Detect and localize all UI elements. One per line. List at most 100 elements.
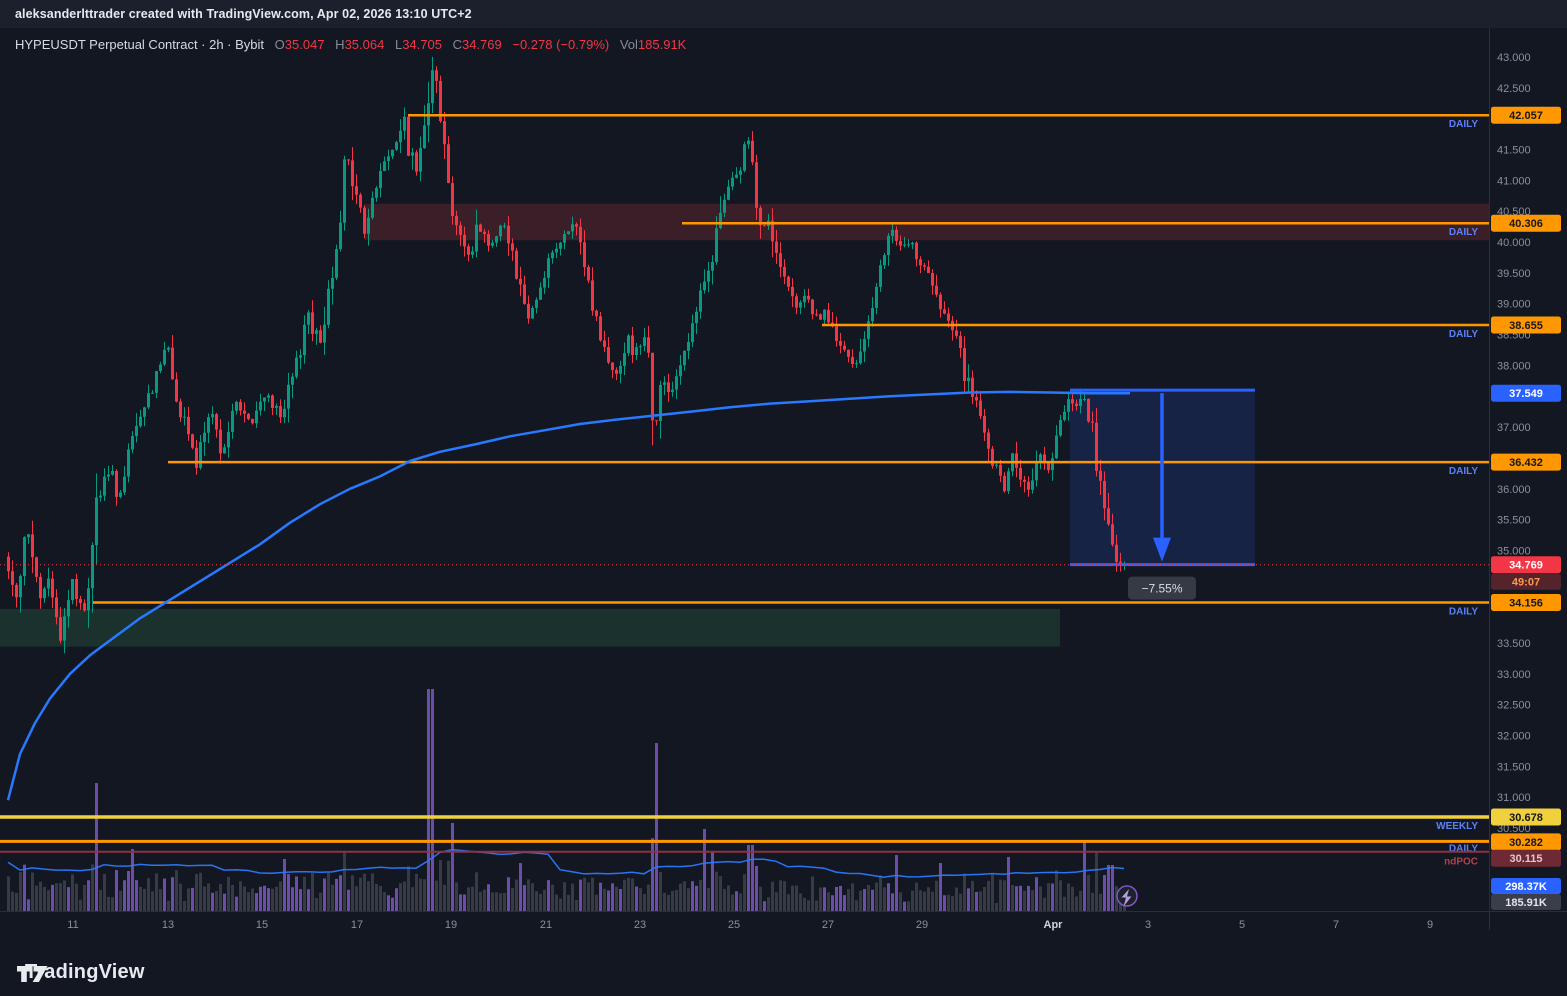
svg-text:21: 21 bbox=[540, 919, 552, 931]
svg-text:43.000: 43.000 bbox=[1497, 52, 1531, 64]
svg-text:19: 19 bbox=[445, 919, 457, 931]
svg-text:39.000: 39.000 bbox=[1497, 299, 1531, 311]
svg-text:33.500: 33.500 bbox=[1497, 638, 1531, 650]
close-label: C bbox=[452, 37, 462, 52]
svg-text:DAILY: DAILY bbox=[1449, 466, 1478, 477]
svg-text:38.655: 38.655 bbox=[1509, 320, 1543, 332]
svg-text:42.500: 42.500 bbox=[1497, 83, 1531, 95]
svg-text:30.115: 30.115 bbox=[1509, 853, 1542, 865]
zone-demand bbox=[0, 609, 1060, 647]
attribution-text: aleksanderlttrader created with TradingV… bbox=[15, 7, 472, 21]
svg-text:39.500: 39.500 bbox=[1497, 268, 1531, 280]
svg-text:30.282: 30.282 bbox=[1509, 837, 1543, 849]
svg-text:35.500: 35.500 bbox=[1497, 515, 1531, 527]
axis-badge-volume-ma: 298.37K bbox=[1491, 878, 1561, 894]
measurement-tool[interactable]: −7.55% bbox=[1070, 388, 1255, 600]
volume-bars bbox=[7, 689, 1126, 911]
svg-text:−7.55%: −7.55% bbox=[1141, 582, 1182, 596]
svg-text:Apr: Apr bbox=[1044, 919, 1064, 931]
svg-text:185.91K: 185.91K bbox=[1505, 897, 1547, 909]
svg-text:32.000: 32.000 bbox=[1497, 731, 1531, 743]
svg-text:23: 23 bbox=[634, 919, 646, 931]
time-axis[interactable]: 11 13 15 17 19 21 23 25 27 29 Apr 3 5 7 9 bbox=[67, 919, 1433, 931]
svg-text:34.156: 34.156 bbox=[1509, 598, 1543, 610]
svg-text:25: 25 bbox=[728, 919, 740, 931]
close-value: 34.769 bbox=[461, 37, 502, 52]
price-zones bbox=[0, 203, 1489, 647]
axis-badge-volume: 185.91K bbox=[1491, 894, 1561, 910]
axis-badge-30.678: 30.678 bbox=[1491, 808, 1561, 826]
svg-text:41.000: 41.000 bbox=[1497, 175, 1531, 187]
svg-text:49:07: 49:07 bbox=[1512, 577, 1540, 589]
svg-text:37.549: 37.549 bbox=[1509, 388, 1543, 400]
axis-badge-30.115: 30.115 bbox=[1491, 849, 1561, 867]
high-label: H bbox=[335, 37, 345, 52]
svg-text:298.37K: 298.37K bbox=[1505, 881, 1547, 893]
candlestick-series bbox=[7, 56, 1126, 654]
svg-text:34.769: 34.769 bbox=[1509, 560, 1543, 572]
volume-ma-line bbox=[7, 848, 1125, 878]
volume-value: 185.91K bbox=[637, 37, 687, 52]
svg-text:13: 13 bbox=[162, 919, 174, 931]
svg-text:36.000: 36.000 bbox=[1497, 484, 1531, 496]
axis-badge-30.282: 30.282 bbox=[1491, 833, 1561, 851]
svg-text:37.000: 37.000 bbox=[1497, 422, 1531, 434]
svg-text:5: 5 bbox=[1239, 919, 1245, 931]
measurement-arrowhead bbox=[1153, 537, 1171, 562]
ma-line[interactable] bbox=[6, 390, 1130, 801]
tradingview-logo: TradingView bbox=[16, 961, 145, 984]
low-value: 34.705 bbox=[402, 37, 442, 52]
svg-text:17: 17 bbox=[351, 919, 363, 931]
attribution-bar: aleksanderlttrader created with TradingV… bbox=[0, 0, 1567, 28]
tradingview-logo-icon bbox=[17, 966, 48, 982]
axis-badge-42.057: 42.057 bbox=[1491, 106, 1561, 124]
lightning-icon[interactable] bbox=[1116, 885, 1138, 907]
key-levels[interactable]: DAILY DAILY DAILY DAILY DAILY WEEKLY DAILY ndPO… bbox=[0, 113, 1489, 868]
svg-text:WEEKLY: WEEKLY bbox=[1436, 821, 1478, 832]
volume-label: Vol bbox=[619, 37, 638, 52]
svg-text:40.306: 40.306 bbox=[1509, 218, 1543, 230]
svg-text:42.057: 42.057 bbox=[1509, 110, 1543, 122]
svg-text:ndPOC: ndPOC bbox=[1444, 857, 1478, 868]
svg-text:DAILY: DAILY bbox=[1449, 119, 1478, 130]
svg-text:DAILY: DAILY bbox=[1449, 329, 1478, 340]
svg-text:27: 27 bbox=[822, 919, 834, 931]
axis-badge-ma: 37.549 bbox=[1491, 384, 1561, 402]
svg-text:30.678: 30.678 bbox=[1509, 812, 1543, 824]
svg-text:41.500: 41.500 bbox=[1497, 145, 1531, 157]
measurement-percent-badge bbox=[1128, 576, 1196, 600]
svg-text:DAILY: DAILY bbox=[1449, 607, 1478, 618]
symbol-legend: HYPEUSDT Perpetual Contract · 2h · Bybit… bbox=[15, 37, 686, 52]
svg-text:32.500: 32.500 bbox=[1497, 700, 1531, 712]
svg-text:35.000: 35.000 bbox=[1497, 545, 1531, 557]
axis-badge-34.156: 34.156 bbox=[1491, 594, 1561, 611]
axis-badge-40.306: 40.306 bbox=[1491, 214, 1561, 232]
symbol-title[interactable]: HYPEUSDT Perpetual Contract · 2h · Bybit bbox=[15, 37, 265, 52]
svg-text:31.000: 31.000 bbox=[1497, 792, 1531, 804]
high-value: 35.064 bbox=[344, 37, 385, 52]
svg-text:11: 11 bbox=[67, 919, 78, 931]
svg-text:36.432: 36.432 bbox=[1509, 457, 1543, 469]
change-value: −0.278 (−0.79%) bbox=[512, 37, 610, 52]
low-label: L bbox=[394, 37, 403, 52]
svg-text:3: 3 bbox=[1145, 919, 1151, 931]
svg-text:7: 7 bbox=[1333, 919, 1339, 931]
tradingview-wordmark: TradingView bbox=[25, 961, 145, 983]
price-axis[interactable]: 43.00042.50041.50041.00040.50040.00039.5… bbox=[1497, 52, 1531, 835]
svg-text:40.000: 40.000 bbox=[1497, 237, 1531, 249]
svg-text:9: 9 bbox=[1427, 919, 1433, 931]
svg-text:29: 29 bbox=[916, 919, 928, 931]
svg-text:38.000: 38.000 bbox=[1497, 360, 1531, 372]
svg-text:15: 15 bbox=[256, 919, 268, 931]
axis-badge-36.432: 36.432 bbox=[1491, 453, 1561, 471]
svg-text:33.000: 33.000 bbox=[1497, 669, 1531, 681]
open-value: 35.047 bbox=[284, 37, 325, 52]
open-label: O bbox=[274, 37, 285, 52]
svg-text:DAILY: DAILY bbox=[1449, 843, 1478, 854]
axis-badge-last-price: 34.769 bbox=[1491, 556, 1561, 574]
svg-text:30.500: 30.500 bbox=[1497, 823, 1531, 835]
svg-text:DAILY: DAILY bbox=[1449, 227, 1478, 238]
axis-badge-38.655: 38.655 bbox=[1491, 316, 1561, 334]
